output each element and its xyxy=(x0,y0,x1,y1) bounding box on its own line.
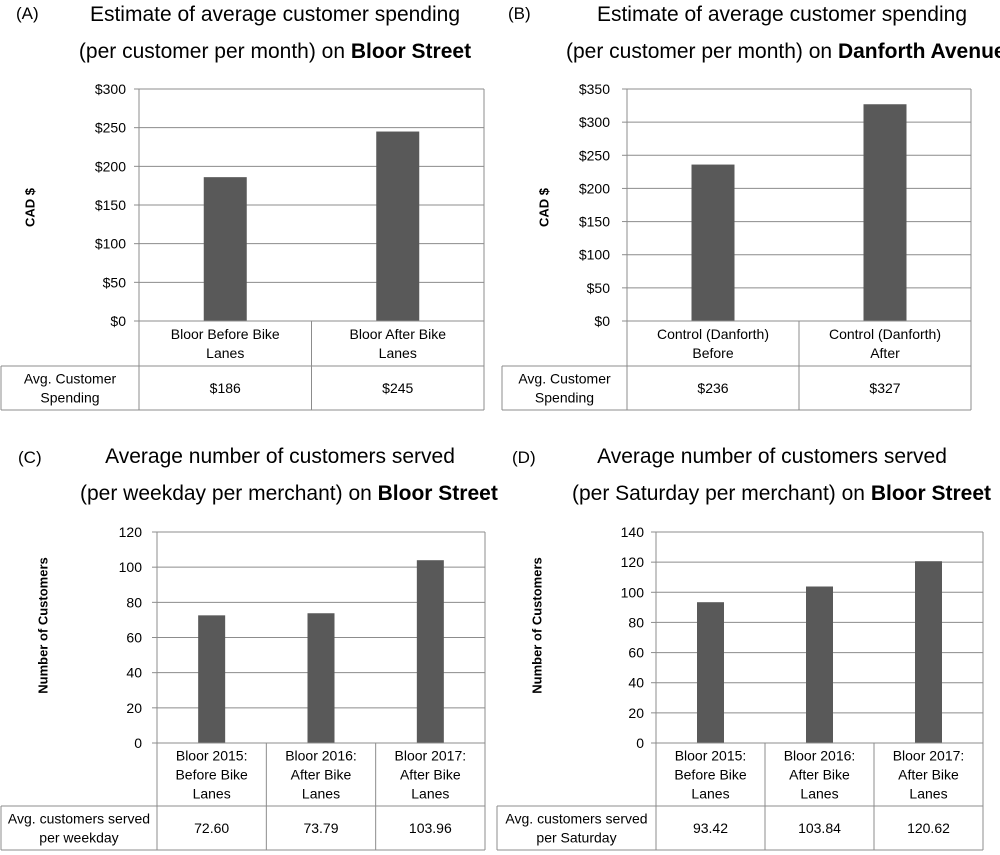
chart-title-line2: (per Saturday per merchant) on Bloor Str… xyxy=(572,479,991,508)
table-value: 72.60 xyxy=(194,820,229,836)
table-value: $186 xyxy=(210,380,241,396)
y-tick-label: $300 xyxy=(579,114,610,130)
y-tick-label: $200 xyxy=(579,180,610,196)
y-tick-label: 40 xyxy=(126,665,142,681)
table-value: $245 xyxy=(382,380,413,396)
y-tick-label: 20 xyxy=(628,705,644,721)
chart-title: Average number of customers served (per … xyxy=(572,442,991,508)
chart-title-line2: (per weekday per merchant) on Bloor Stre… xyxy=(80,479,498,508)
y-tick-label: 60 xyxy=(126,630,142,646)
chart-title-line2-bold: Bloor Street xyxy=(870,482,991,505)
table-row-header: Avg. Customer Spending xyxy=(518,371,611,406)
y-tick-label: 40 xyxy=(628,675,644,691)
bar xyxy=(697,602,724,743)
category-label: Bloor After Bike Lanes xyxy=(350,326,447,361)
chart-title-line1: Average number of customers served xyxy=(105,445,455,468)
y-tick-label: 60 xyxy=(628,645,644,661)
panel-label: (C) xyxy=(18,448,42,467)
bar xyxy=(416,560,444,743)
chart-title: Average number of customers served (per … xyxy=(80,442,498,508)
y-tick-label: $50 xyxy=(103,274,127,290)
bar xyxy=(307,613,335,743)
bar xyxy=(806,586,833,743)
table-value: 73.79 xyxy=(303,820,338,836)
panel-label: (A) xyxy=(16,4,39,23)
y-tick-label: 100 xyxy=(621,584,645,600)
bar xyxy=(915,561,942,743)
bar xyxy=(376,131,420,321)
y-tick-label: $150 xyxy=(95,197,126,213)
y-tick-label: 20 xyxy=(126,700,142,716)
chart-title-line2: (per customer per month) on Bloor Street xyxy=(60,37,490,66)
chart-title-line2-text: (per customer per month) on xyxy=(78,40,351,63)
y-tick-label: $100 xyxy=(95,236,126,252)
table-row-header: Avg. customers served per Saturday xyxy=(505,811,647,846)
category-label: Bloor Before Bike Lanes xyxy=(171,326,280,361)
chart-title: Estimate of average customer spending (p… xyxy=(566,0,1000,66)
y-tick-label: 0 xyxy=(134,735,142,751)
y-tick-label: 80 xyxy=(628,614,644,630)
chart-title-line2-text: (per customer per month) on xyxy=(566,40,838,63)
chart-panel-d: (D) Average number of customers served (… xyxy=(496,428,1000,855)
y-tick-label: $0 xyxy=(594,313,610,329)
chart-panel-b: (B) Estimate of average customer spendin… xyxy=(500,0,1000,420)
chart-title-line1: Estimate of average customer spending xyxy=(89,3,461,26)
category-label: Bloor 2015: Before Bike Lanes xyxy=(674,748,747,802)
category-label: Bloor 2015: Before Bike Lanes xyxy=(175,748,248,802)
y-tick-label: $350 xyxy=(579,81,610,97)
category-label: Bloor 2017: After Bike Lanes xyxy=(893,748,965,802)
category-label: Bloor 2016: After Bike Lanes xyxy=(285,748,357,802)
table-value: 103.96 xyxy=(409,820,452,836)
category-label: Control (Danforth) Before xyxy=(657,326,769,361)
y-tick-label: 80 xyxy=(126,594,142,610)
chart-title-line2-text: (per weekday per merchant) on xyxy=(80,482,378,505)
chart-plot: 0 20 40 60 80 100 120 Bloor 2015: Before Bike Lan… xyxy=(0,524,486,851)
y-tick-label: $300 xyxy=(95,81,126,97)
y-tick-label: $250 xyxy=(95,120,126,136)
chart-plot: 0 20 40 60 80 100 120 140 Bloor 2015: Before Bike… xyxy=(496,524,984,851)
chart-title-line2-text: (per Saturday per merchant) on xyxy=(572,482,871,505)
y-tick-label: $250 xyxy=(579,147,610,163)
chart-title-line2: (per customer per month) on Danforth Ave… xyxy=(566,37,1000,66)
bar xyxy=(691,164,735,321)
panel-label: (B) xyxy=(508,4,531,23)
chart-title-line2-bold: Bloor Street xyxy=(377,482,498,505)
table-value: $236 xyxy=(697,380,728,396)
category-label: Bloor 2016: After Bike Lanes xyxy=(784,748,856,802)
chart-panel-a: (A) Estimate of average customer spendin… xyxy=(0,0,500,420)
category-label: Control (Danforth) After xyxy=(829,326,941,361)
y-tick-label: $50 xyxy=(587,280,611,296)
chart-panel-c: (C) Average number of customers served (… xyxy=(0,428,500,855)
y-tick-label: 120 xyxy=(621,554,645,570)
bar xyxy=(198,615,226,743)
category-label: Bloor 2017: After Bike Lanes xyxy=(395,748,467,802)
y-tick-label: $0 xyxy=(110,313,126,329)
table-value: 93.42 xyxy=(693,820,728,836)
table-value: $327 xyxy=(869,380,900,396)
table-value: 103.84 xyxy=(798,820,841,836)
chart-plot: $0 $50 $100 $150 $200 $250 $300 Bloor Before Bi… xyxy=(0,81,485,411)
chart-title: Estimate of average customer spending (p… xyxy=(60,0,490,66)
table-value: 120.62 xyxy=(907,820,950,836)
y-tick-label: $200 xyxy=(95,158,126,174)
table-row-header: Avg. Customer Spending xyxy=(24,371,117,406)
chart-plot: $0 $50 $100 $150 $200 $250 $300 $350 Control (Da… xyxy=(501,81,972,411)
y-tick-label: 0 xyxy=(636,735,644,751)
chart-title-line1: Average number of customers served xyxy=(597,445,947,468)
bar xyxy=(863,104,907,321)
bar xyxy=(203,177,247,321)
chart-title-line2-bold: Bloor Street xyxy=(350,40,472,63)
panel-label: (D) xyxy=(512,448,536,467)
y-tick-label: 100 xyxy=(119,559,143,575)
y-tick-label: 120 xyxy=(119,524,143,540)
y-tick-label: 140 xyxy=(621,524,645,540)
chart-title-line1: Estimate of average customer spending xyxy=(596,3,968,26)
chart-title-line2-bold: Danforth Avenue xyxy=(837,40,1000,63)
table-row-header: Avg. customers served per weekday xyxy=(8,811,150,846)
y-tick-label: $150 xyxy=(579,214,610,230)
y-tick-label: $100 xyxy=(579,247,610,263)
